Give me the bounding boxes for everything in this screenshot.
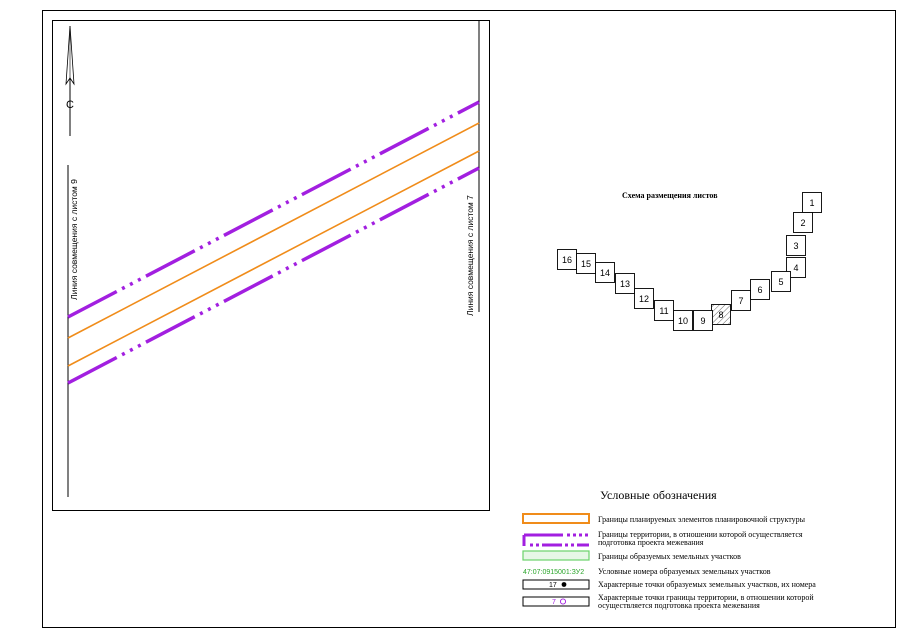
planning-boundary-lower xyxy=(67,150,480,367)
north-arrow-icon xyxy=(65,25,75,136)
legend-sample-point-number: 17 xyxy=(549,582,557,589)
schema-sheet-label: 12 xyxy=(639,294,649,304)
filled-point-icon xyxy=(561,582,567,587)
legend-title: Условные обозначения xyxy=(600,488,717,502)
legend-sample-territory-points xyxy=(522,596,590,607)
legend-sample-parcels xyxy=(522,550,590,561)
north-label: С xyxy=(66,99,74,111)
schema-sheet-label: 15 xyxy=(581,259,591,269)
schema-sheet-label: 5 xyxy=(778,277,783,287)
right-joint-label: Линия совмещения с листом 7 xyxy=(465,195,475,316)
schema-sheet-12 xyxy=(634,288,654,309)
schema-sheet-label: 7 xyxy=(738,296,743,306)
schema-sheet-label: 14 xyxy=(600,268,610,278)
territory-boundary-lines xyxy=(67,100,480,385)
legend-text-points: Характерные точки образуемых земельных у… xyxy=(598,580,816,589)
schema-sheet-5 xyxy=(771,271,791,292)
schema-sheet-label: 2 xyxy=(800,218,805,228)
legend-text-territory-1: Границы территории, в отношении которой … xyxy=(598,530,803,539)
schema-sheet-label: 9 xyxy=(700,316,705,326)
schema-sheet-11 xyxy=(654,300,674,321)
schema-sheet-label: 4 xyxy=(793,263,798,273)
legend-sample-points xyxy=(522,579,590,590)
planning-boundary-upper xyxy=(67,122,480,339)
schema-sheet-13 xyxy=(615,273,635,294)
legend-sample-territory xyxy=(522,533,589,547)
legend-sample-territory-point-number: 7 xyxy=(552,599,556,606)
schema-sheet-4 xyxy=(786,257,806,278)
schema-sheet-2 xyxy=(793,212,813,233)
schema-sheet-label: 13 xyxy=(620,279,630,289)
schema-sheet-label: 1 xyxy=(809,198,814,208)
legend-text-territory-2: подготовка проекта межевания xyxy=(598,538,704,547)
legend-text-territory-points-1: Характерные точки границы территории, в … xyxy=(598,593,814,602)
planning-boundary-lines xyxy=(67,122,480,367)
schema-sheet-label: 3 xyxy=(793,241,798,251)
legend-text-parcels: Границы образуемых земельных участков xyxy=(598,552,741,561)
schema-sheet-9 xyxy=(693,310,713,331)
map-frame xyxy=(52,20,490,511)
schema-sheet-3 xyxy=(786,235,806,256)
territory-boundary-upper xyxy=(67,100,480,319)
schema-title: Схема размещения листов xyxy=(622,191,718,200)
legend-sample-number: 47:07:0915001:ЗУ2 xyxy=(523,569,584,576)
territory-boundary-lower xyxy=(67,166,480,385)
hollow-point-icon xyxy=(559,598,567,605)
legend-sample-planning xyxy=(522,513,590,524)
legend-text-planning: Границы планируемых элементов планировоч… xyxy=(598,515,806,524)
legend-text-numbers: Условные номера образуемых земельных уча… xyxy=(598,567,771,576)
schema-sheet-label: 6 xyxy=(757,285,762,295)
schema-sheet-label: 8 xyxy=(718,310,723,320)
left-joint-label: Линия совмещения с листом 9 xyxy=(69,179,79,300)
schema-sheet-label: 10 xyxy=(678,316,688,326)
schema-sheet-label: 16 xyxy=(562,255,572,265)
schema-sheet-6 xyxy=(750,279,770,300)
outer-frame xyxy=(42,10,896,628)
legend-text-territory-points-2: осуществляется подготовка проекта межева… xyxy=(598,601,760,610)
schema-sheet-label: 11 xyxy=(659,306,668,316)
schema-sheet-7 xyxy=(731,290,751,311)
schema-sheet-16 xyxy=(557,249,577,270)
